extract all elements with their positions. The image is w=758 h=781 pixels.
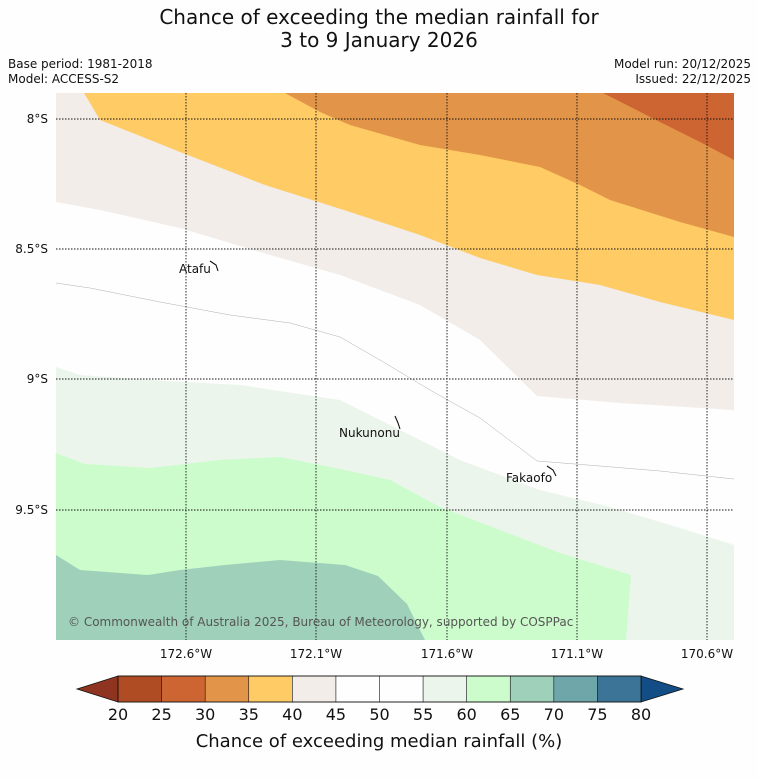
colorbar-segment-11 (597, 675, 642, 703)
colorbar-tick-50: 50 (369, 705, 389, 724)
colorbar-segment-9 (509, 675, 555, 703)
lon-label-171-1w: 171.1°W (551, 647, 603, 661)
place-nukunonu: Nukunonu (339, 426, 400, 440)
latitude-labels: 8°S 8.5°S 9°S 9.5°S (15, 112, 48, 517)
place-atafu: Atafu (179, 262, 211, 276)
colorbar-ticks: 20 25 30 35 40 45 50 55 60 65 70 75 80 (108, 705, 651, 724)
colorbar-frame (117, 675, 642, 703)
colorbar-segment-4 (292, 675, 337, 703)
colorbar-tick-40: 40 (282, 705, 302, 724)
colorbar-tick-20: 20 (108, 705, 128, 724)
longitude-labels: 172.6°W 172.1°W 171.6°W 171.1°W 170.6°W (160, 647, 733, 661)
title-line-2: 3 to 9 January 2026 (280, 28, 478, 52)
atafu-outline (209, 260, 219, 272)
colorbar-tick-80: 80 (631, 705, 651, 724)
lon-label-170-6w: 170.6°W (681, 647, 733, 661)
colorbar-tick-35: 35 (239, 705, 259, 724)
colorbar-tick-25: 25 (151, 705, 171, 724)
colorbar-segment-8 (466, 675, 511, 703)
meta-right: Model run: 20/12/2025 Issued: 22/12/2025 (614, 57, 751, 87)
colorbar-segment-7 (422, 675, 468, 703)
colorbar-segment-6 (379, 675, 424, 703)
contour-line-50 (56, 282, 734, 480)
colorbar-tick-70: 70 (544, 705, 564, 724)
colorbar-segment-0 (117, 675, 163, 703)
colorbar-under-arrow (75, 675, 119, 703)
colorbar-segment-3 (248, 675, 293, 703)
issued-date: Issued: 22/12/2025 (635, 72, 751, 86)
colorbar-tick-75: 75 (587, 705, 607, 724)
lat-label-9-5s: 9.5°S (15, 503, 48, 517)
colorbar: 20 25 30 35 40 45 50 55 60 65 70 75 80 Chance of exc… (75, 675, 685, 752)
colorbar-tick-60: 60 (456, 705, 476, 724)
fakaofo-outline (546, 465, 557, 477)
colorbar-segment-10 (553, 675, 599, 703)
lat-label-9s: 9°S (27, 372, 48, 386)
nukunonu-outline (394, 415, 401, 430)
map-title: Chance of exceeding the median rainfall … (0, 6, 758, 52)
meta-left: Base period: 1981-2018 Model: ACCESS-S2 (8, 57, 153, 87)
lon-label-172-6w: 172.6°W (160, 647, 212, 661)
lat-label-8-5s: 8.5°S (15, 242, 48, 256)
copyright-notice: © Commonwealth of Australia 2025, Bureau… (68, 615, 573, 629)
colorbar-segment-5 (335, 675, 381, 703)
title-line-1: Chance of exceeding the median rainfall … (159, 5, 599, 29)
colorbar-segment-2 (204, 675, 250, 703)
base-period: Base period: 1981-2018 (8, 57, 153, 71)
colorbar-segments (117, 675, 642, 703)
colorbar-tick-30: 30 (195, 705, 215, 724)
colorbar-tick-65: 65 (500, 705, 520, 724)
lat-label-8s: 8°S (27, 112, 48, 126)
place-fakaofo: Fakaofo (506, 471, 552, 485)
colorbar-tick-45: 45 (326, 705, 346, 724)
band-30-35 (285, 93, 734, 237)
graticule (56, 93, 734, 640)
lon-label-171-6w: 171.6°W (421, 647, 473, 661)
colorbar-over-arrow (640, 675, 685, 703)
model-run: Model run: 20/12/2025 (613, 57, 751, 71)
map-panel: Atafu Nukunonu Fakaofo © Commonwealth of… (56, 93, 734, 640)
colorbar-tick-55: 55 (413, 705, 433, 724)
band-25-30 (603, 93, 734, 160)
colorbar-segment-1 (161, 675, 206, 703)
colorbar-label: Chance of exceeding median rainfall (%) (196, 731, 563, 752)
model-name: Model: ACCESS-S2 (8, 72, 120, 86)
lon-label-172-1w: 172.1°W (290, 647, 342, 661)
